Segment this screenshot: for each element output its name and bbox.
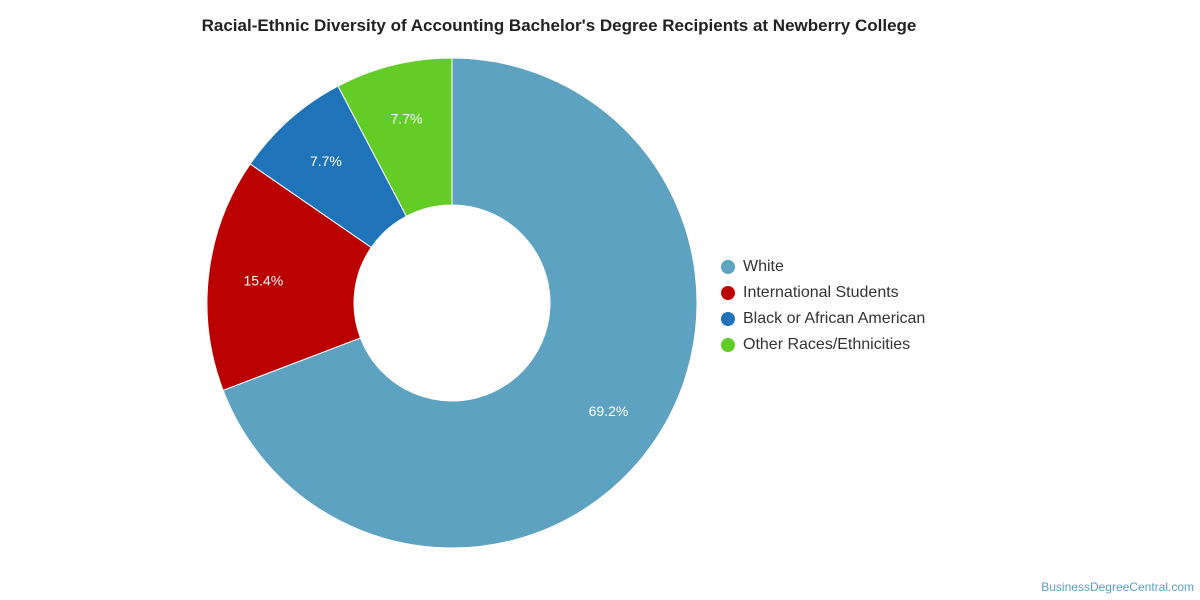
legend: White International Students Black or Afri… — [721, 254, 925, 358]
legend-item-international-students[interactable]: International Students — [721, 280, 925, 306]
legend-swatch — [721, 286, 735, 300]
legend-label: White — [743, 258, 784, 275]
legend-item-black-or-african-american[interactable]: Black or African American — [721, 306, 925, 332]
legend-item-other-races-ethnicities[interactable]: Other Races/Ethnicities — [721, 332, 925, 358]
slice-international-students[interactable] — [206, 163, 372, 391]
slice-other-races-ethnicities[interactable] — [337, 57, 453, 217]
chart-title: Racial-Ethnic Diversity of Accounting Ba… — [201, 16, 917, 35]
slice-label: 15.4% — [244, 272, 284, 288]
source-credit-link[interactable]: BusinessDegreeCentral.com — [1041, 580, 1194, 594]
legend-label: Other Races/Ethnicities — [743, 336, 911, 353]
legend-swatch — [721, 338, 735, 352]
slice-label: 7.7% — [310, 153, 342, 169]
slice-white[interactable] — [222, 57, 698, 549]
legend-label: International Students — [743, 284, 899, 301]
slice-label: 69.2% — [589, 403, 629, 419]
legend-item-white[interactable]: White — [721, 254, 925, 280]
legend-swatch — [721, 312, 735, 326]
legend-swatch — [721, 260, 735, 274]
slice-label: 7.7% — [391, 111, 423, 127]
legend-label: Black or African American — [743, 310, 926, 327]
